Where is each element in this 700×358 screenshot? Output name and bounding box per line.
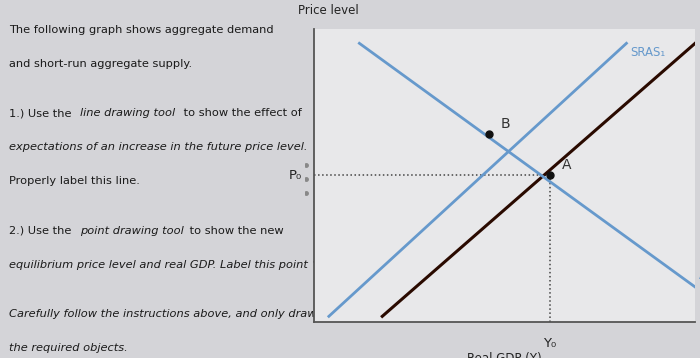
Text: the required objects.: the required objects. xyxy=(9,343,128,353)
Text: Price level: Price level xyxy=(298,4,359,17)
Text: Carefully follow the instructions above, and only draw: Carefully follow the instructions above,… xyxy=(9,309,316,319)
Text: Real GDP (Y): Real GDP (Y) xyxy=(467,352,542,358)
Text: to show the new: to show the new xyxy=(186,226,284,236)
Text: and short-run aggregate supply.: and short-run aggregate supply. xyxy=(9,59,192,69)
Text: A: A xyxy=(561,159,571,173)
Text: SRAS₁: SRAS₁ xyxy=(630,46,666,59)
Text: 1.) Use the: 1.) Use the xyxy=(9,108,76,118)
Text: B: B xyxy=(500,117,510,131)
Text: The following graph shows aggregate demand: The following graph shows aggregate dema… xyxy=(9,25,274,35)
Text: Properly label this line.: Properly label this line. xyxy=(9,176,140,187)
Text: point drawing tool: point drawing tool xyxy=(80,226,183,236)
Text: P₀: P₀ xyxy=(289,169,302,182)
Text: to show the effect of: to show the effect of xyxy=(181,108,302,118)
Text: AD₀: AD₀ xyxy=(699,269,700,282)
Text: line drawing tool: line drawing tool xyxy=(80,108,175,118)
Text: SRAS: SRAS xyxy=(699,49,700,62)
Text: 2.) Use the: 2.) Use the xyxy=(9,226,75,236)
Text: Y₀: Y₀ xyxy=(543,337,556,350)
Text: equilibrium price level and real GDP. Label this point ‘B’.: equilibrium price level and real GDP. La… xyxy=(9,260,330,270)
Text: expectations of an increase in the future price level.: expectations of an increase in the futur… xyxy=(9,142,307,153)
